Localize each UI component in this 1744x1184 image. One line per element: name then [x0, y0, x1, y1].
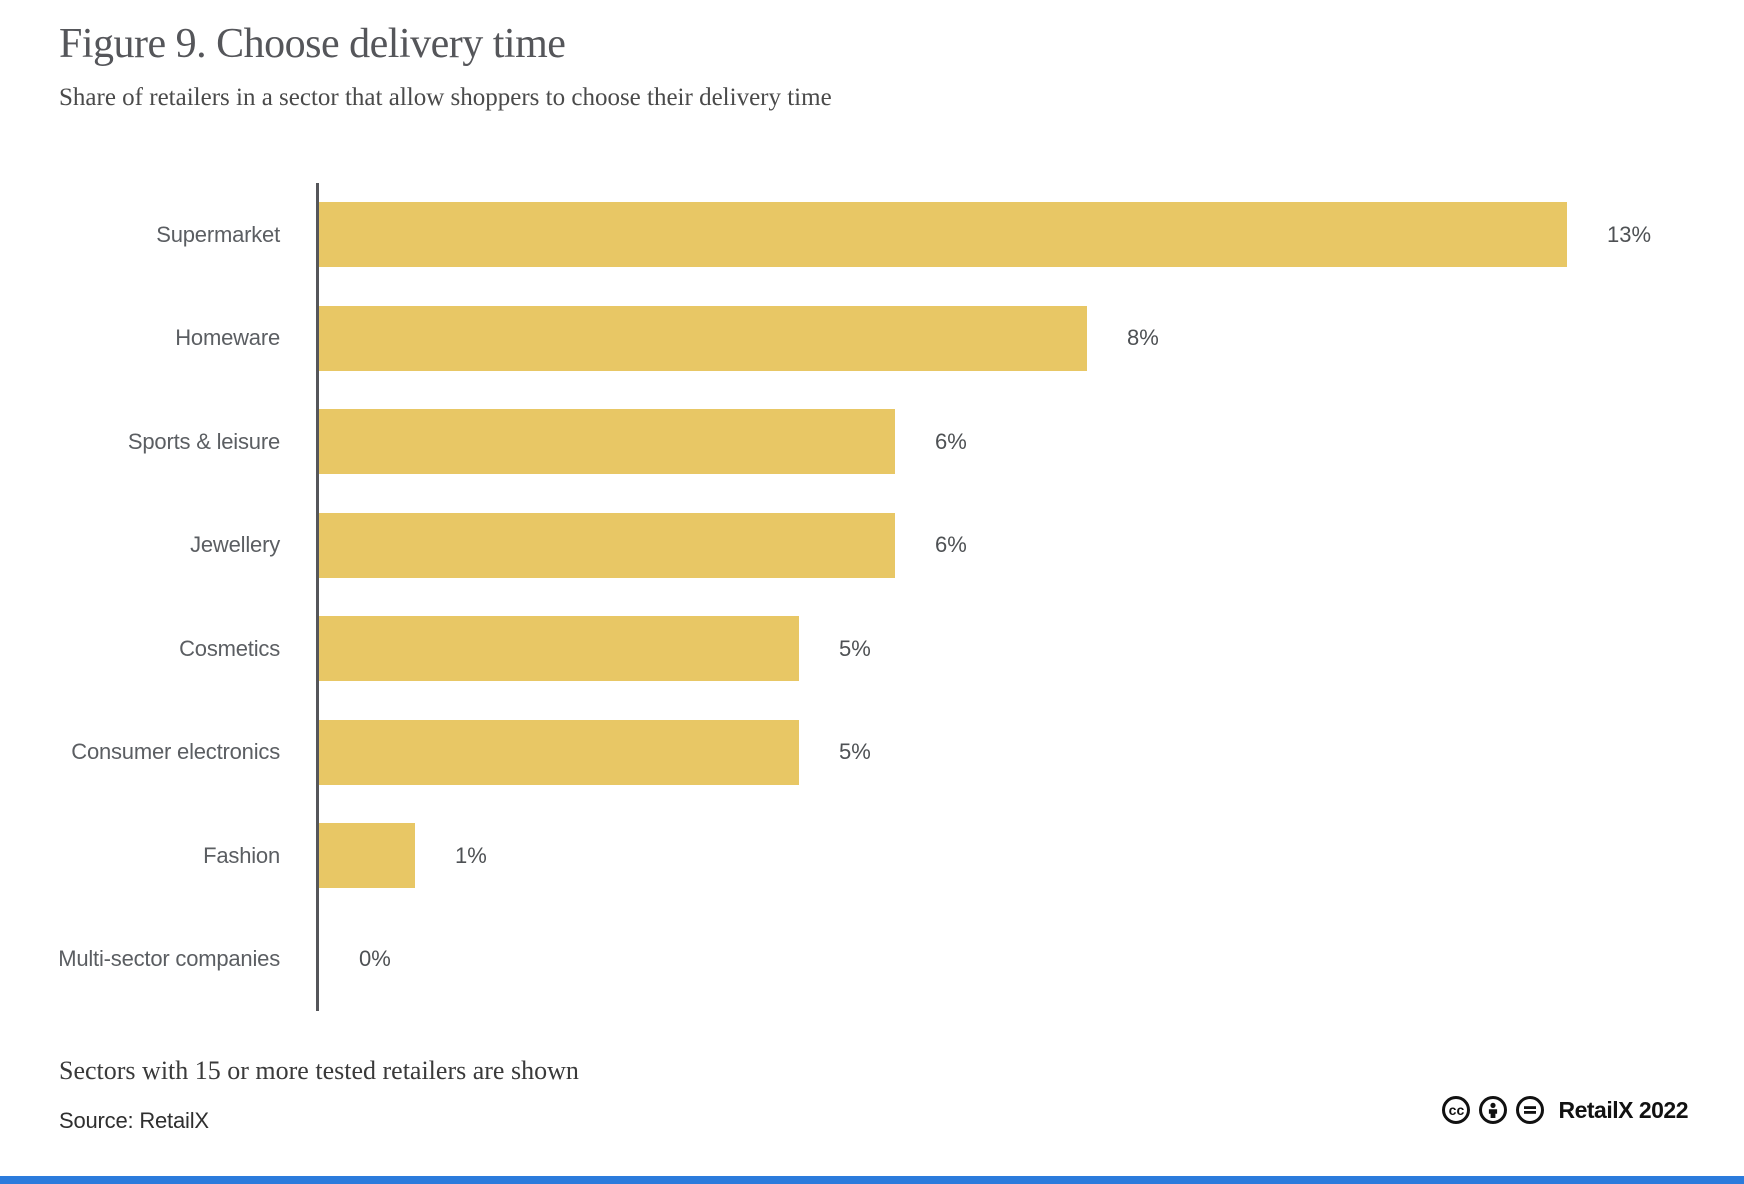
category-label: Consumer electronics: [71, 739, 280, 765]
bar-chart: Supermarket 13% Homeware 8% Sports & leisure…: [0, 183, 1744, 1011]
bar-row-consumer-electronics: Consumer electronics 5%: [0, 701, 1744, 805]
bar-cosmetics: [319, 616, 799, 682]
bar-row-jewellery: Jewellery 6%: [0, 494, 1744, 598]
category-label: Homeware: [175, 325, 280, 351]
value-label: 5%: [839, 635, 871, 661]
license-credit: cc RetailX 2022: [1442, 1096, 1688, 1124]
bar-cell: 8%: [319, 287, 1744, 391]
bottom-accent-bar: [0, 1176, 1744, 1184]
page-subtitle: Share of retailers in a sector that allo…: [59, 84, 832, 111]
bar-supermarket: [319, 202, 1567, 268]
category-label: Multi-sector companies: [58, 946, 280, 972]
bar-row-multi-sector-companies: Multi-sector companies 0%: [0, 908, 1744, 1012]
source-label: Source: RetailX: [59, 1108, 209, 1133]
category-label: Supermarket: [156, 221, 280, 247]
value-label: 0%: [359, 946, 391, 972]
footnote: Sectors with 15 or more tested retailers…: [59, 1056, 579, 1085]
cc-icon: cc: [1442, 1096, 1471, 1124]
bar-row-cosmetics: Cosmetics 5%: [0, 597, 1744, 701]
bar-cell: 0%: [319, 908, 1744, 1012]
attribution-person-icon: [1479, 1096, 1508, 1124]
bar-row-homeware: Homeware 8%: [0, 287, 1744, 391]
bar-jewellery: [319, 512, 895, 578]
category-label: Sports & leisure: [127, 428, 280, 454]
bar-cell: 6%: [319, 494, 1744, 598]
no-derivatives-equals-icon: [1516, 1096, 1545, 1124]
bar-cell: 1%: [319, 804, 1744, 908]
value-label: 6%: [935, 532, 967, 558]
bar-cell: 5%: [319, 597, 1744, 701]
value-label: 5%: [839, 739, 871, 765]
value-label: 6%: [935, 428, 967, 454]
bar-row-fashion: Fashion 1%: [0, 804, 1744, 908]
bar-homeware: [319, 305, 1087, 371]
bar-cell: 5%: [319, 701, 1744, 805]
bar-row-sports-leisure: Sports & leisure 6%: [0, 390, 1744, 494]
bar-fashion: [319, 823, 415, 889]
bar-row-supermarket: Supermarket 13%: [0, 183, 1744, 287]
bar-cell: 6%: [319, 390, 1744, 494]
category-label: Jewellery: [190, 532, 280, 558]
value-label: 13%: [1607, 221, 1652, 247]
y-axis-line: [316, 183, 319, 1011]
bar-cell: 13%: [319, 183, 1744, 287]
bar-consumer-electronics: [319, 719, 799, 785]
value-label: 8%: [1127, 325, 1159, 351]
bar-rows: Supermarket 13% Homeware 8% Sports & leisure…: [0, 183, 1744, 1011]
category-label: Cosmetics: [179, 635, 280, 661]
bar-sports-leisure: [319, 409, 895, 475]
credit-text: RetailX 2022: [1558, 1096, 1688, 1123]
category-label: Fashion: [203, 842, 280, 868]
value-label: 1%: [455, 842, 487, 868]
page-title: Figure 9. Choose delivery time: [59, 21, 566, 67]
